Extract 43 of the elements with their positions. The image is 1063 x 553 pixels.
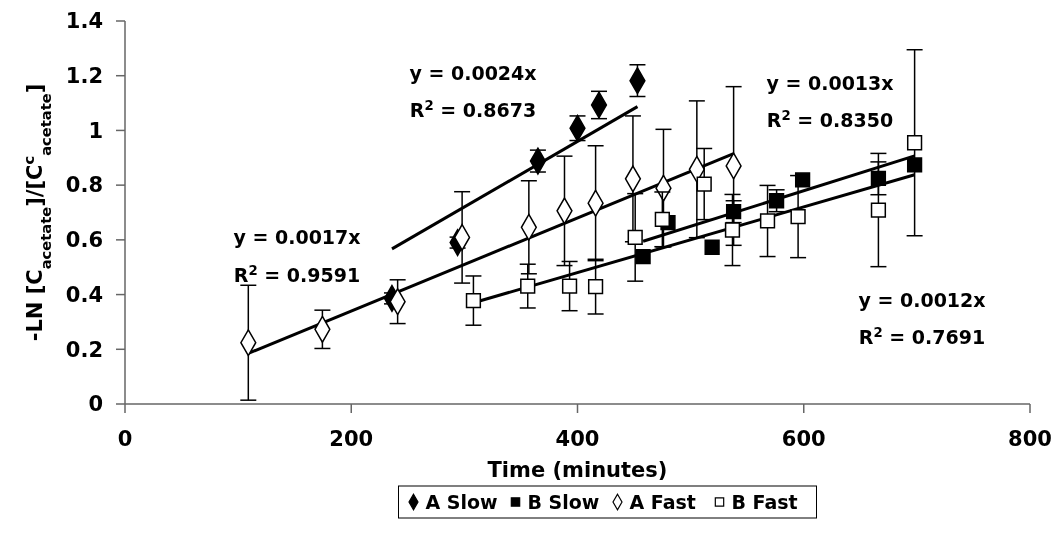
annotation: R$^{2}$ = 0.7691 <box>858 324 986 348</box>
x-tick-label: 400 <box>555 427 600 451</box>
legend-label: B Slow <box>527 491 600 513</box>
y-tick-label: 0.2 <box>65 337 103 362</box>
point <box>906 135 923 151</box>
y-tick-label: 1.4 <box>65 9 103 34</box>
annotation: y = 0.0017x <box>233 225 361 248</box>
y-tick-label: 0 <box>88 392 103 417</box>
legend-label: A Slow <box>425 491 498 513</box>
annotation: R$^{2}$ = 0.8673 <box>409 97 537 121</box>
point <box>627 229 643 246</box>
point <box>724 222 741 238</box>
point <box>906 157 923 173</box>
y-tick-label: 1 <box>88 118 103 143</box>
point <box>870 170 887 186</box>
point <box>768 193 785 209</box>
annotation: y = 0.0012x <box>858 288 986 311</box>
legend-label: B Fast <box>731 491 798 513</box>
point <box>561 278 578 294</box>
point <box>520 278 536 294</box>
point <box>704 239 720 255</box>
x-axis-title: Time (minutes) <box>487 458 668 482</box>
annotation: y = 0.0024x <box>409 61 537 84</box>
point <box>465 292 482 309</box>
y-tick-label: 0.4 <box>65 282 103 307</box>
y-tick-label: 0.6 <box>65 228 103 253</box>
annotation: y = 0.0013x <box>766 71 894 94</box>
annotation: R$^{2}$ = 0.8350 <box>766 107 894 131</box>
y-tick-label: 1.2 <box>65 64 103 89</box>
point <box>790 208 806 225</box>
point <box>635 248 651 265</box>
x-tick-label: 0 <box>117 427 133 451</box>
x-tick-label: 600 <box>781 427 826 451</box>
x-tick-label: 800 <box>1008 427 1052 451</box>
x-tick-label: 200 <box>329 427 374 451</box>
legend-label: A Fast <box>629 491 696 513</box>
y-tick-label: 0.8 <box>65 173 103 198</box>
point <box>759 213 776 229</box>
point <box>654 211 670 227</box>
point <box>870 202 887 218</box>
annotation: R$^{2}$ = 0.9591 <box>233 262 361 286</box>
point <box>587 279 604 295</box>
point <box>696 176 712 192</box>
